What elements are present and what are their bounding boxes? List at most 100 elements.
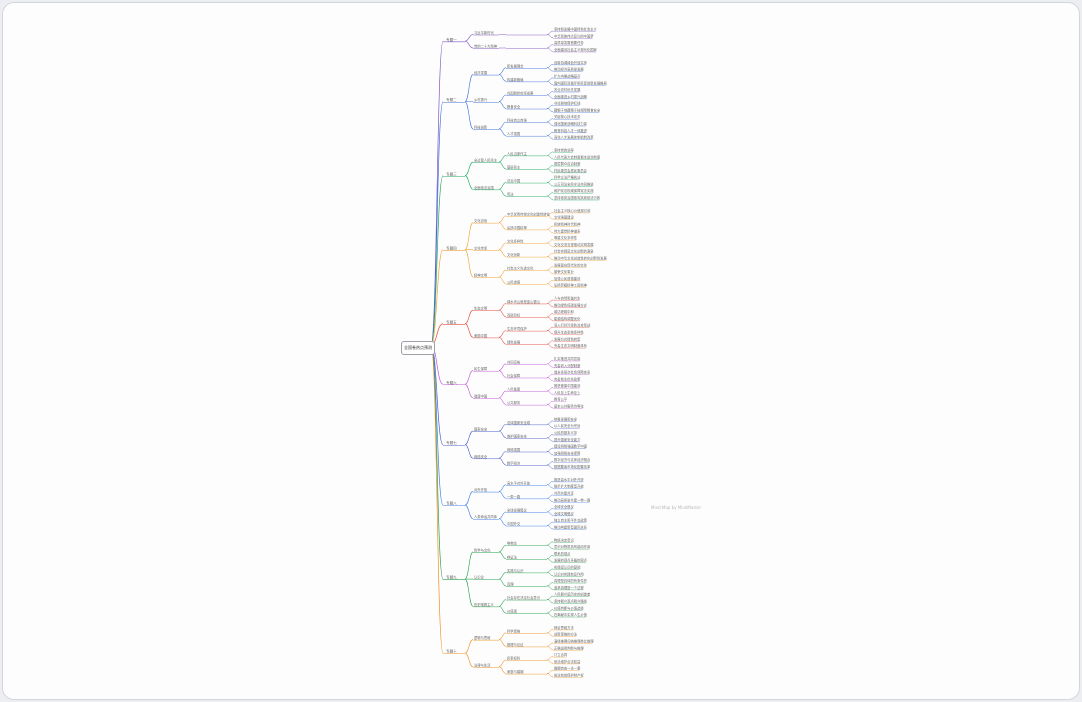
- group-node[interactable]: 科学思维: [507, 628, 521, 633]
- group-node[interactable]: 中华优秀传统文化创造性转化: [507, 211, 551, 216]
- group-node[interactable]: 实践与认识: [507, 568, 524, 573]
- leaf-node[interactable]: 深入打好污染防治攻坚战: [554, 323, 591, 328]
- leaf-node[interactable]: 依法有效保护财产权: [554, 672, 584, 677]
- group-node[interactable]: 双碳目标: [507, 313, 521, 318]
- group-node[interactable]: 家庭与婚姻: [507, 669, 524, 674]
- branch-node[interactable]: 专题七: [446, 440, 457, 445]
- group-node[interactable]: 构建新格局: [507, 77, 523, 82]
- leaf-node[interactable]: 文化交流互鉴推动文明发展: [554, 242, 594, 247]
- leaf-node[interactable]: 认识对实践有反作用: [554, 571, 584, 576]
- leaf-node[interactable]: 数据要素市场化配置改革: [554, 464, 591, 469]
- group-node[interactable]: 总体国家安全观: [507, 420, 531, 425]
- leaf-node[interactable]: 公民的基本义务: [554, 430, 578, 435]
- leaf-node[interactable]: 国内国际双循环相互促进新发展格局: [554, 80, 607, 85]
- leaf-node[interactable]: 推动构建新型国际关系: [554, 524, 588, 529]
- leaf-node[interactable]: 扩大内需战略基点: [554, 73, 581, 78]
- leaf-node[interactable]: 发展面向现代化的文化: [554, 262, 588, 267]
- topic-node[interactable]: 文化传承: [474, 245, 488, 250]
- topic-node[interactable]: 全面依法治国: [474, 185, 494, 190]
- leaf-node[interactable]: 能源结构调整优化: [554, 316, 581, 321]
- group-node[interactable]: 网络强国: [507, 447, 520, 452]
- group-node[interactable]: 中国外交: [507, 521, 521, 526]
- leaf-node[interactable]: 创新思维的方法: [554, 632, 578, 637]
- leaf-node[interactable]: 推动中华文化创造性转化创新性发展: [554, 255, 607, 260]
- group-node[interactable]: 公共服务: [507, 400, 521, 405]
- group-node[interactable]: 文化多样性: [507, 239, 524, 244]
- leaf-node[interactable]: 物质决定意识: [554, 537, 574, 542]
- topic-node[interactable]: 认识论: [474, 575, 485, 580]
- group-node[interactable]: 绿水青山就是金山银山: [507, 299, 540, 304]
- leaf-node[interactable]: 推进健康中国建设: [554, 383, 581, 388]
- branch-node[interactable]: 专题九: [446, 575, 457, 580]
- leaf-node[interactable]: 完善生态文明制度体系: [554, 343, 588, 348]
- leaf-node[interactable]: 健全多层次社会保障体系: [554, 370, 591, 375]
- group-node[interactable]: 真理: [507, 581, 514, 586]
- topic-node[interactable]: 网络安全: [474, 454, 488, 459]
- leaf-node[interactable]: 深化人才发展体制机制改革: [554, 135, 594, 140]
- leaf-node[interactable]: 人民至上生命至上: [554, 390, 581, 395]
- group-node[interactable]: 价值观: [507, 609, 518, 614]
- group-node[interactable]: 民事权利: [507, 656, 520, 661]
- leaf-node[interactable]: 守住耕地保护红线: [554, 101, 581, 106]
- leaf-node[interactable]: 发展方式绿色转型: [554, 336, 581, 341]
- group-node[interactable]: 一带一路: [507, 494, 521, 499]
- leaf-node[interactable]: 追求真理是一个过程: [554, 585, 584, 590]
- leaf-node[interactable]: 辩证思维方法: [554, 625, 574, 630]
- leaf-node[interactable]: 实践是认识的基础: [554, 565, 581, 570]
- leaf-node[interactable]: 坚持群众观点群众路线: [554, 598, 588, 603]
- topic-node[interactable]: 乡村振兴: [474, 97, 488, 102]
- leaf-node[interactable]: 尊重文化多样性: [554, 235, 578, 240]
- leaf-node[interactable]: 创新协调绿色开放共享: [554, 60, 588, 65]
- leaf-node[interactable]: 科学立法严格执法: [554, 175, 581, 180]
- group-node[interactable]: 新发展理念: [507, 63, 524, 68]
- leaf-node[interactable]: 关键核心技术攻关: [554, 114, 581, 119]
- leaf-node[interactable]: 基本公共服务均等化: [554, 404, 584, 409]
- leaf-node[interactable]: 人民群众是历史的创造者: [554, 592, 591, 597]
- leaf-node[interactable]: 碳达峰碳中和: [554, 309, 574, 314]
- leaf-node[interactable]: 全面推进乡村振兴战略: [554, 94, 588, 99]
- leaf-node[interactable]: 稳步扩大制度型开放: [554, 484, 584, 489]
- branch-node[interactable]: 专题二: [446, 97, 457, 102]
- leaf-node[interactable]: 农业农村优先发展: [554, 87, 581, 92]
- leaf-node[interactable]: 正确运用判断与推理: [554, 645, 584, 650]
- leaf-node[interactable]: 全面建设社会主义现代化国家: [554, 47, 598, 52]
- leaf-node[interactable]: 意识对物质具有能动作用: [554, 544, 590, 549]
- topic-node[interactable]: 历史唯物主义: [474, 602, 494, 607]
- group-node[interactable]: 全球发展倡议: [507, 507, 527, 512]
- leaf-node[interactable]: 以人民安全为宗旨: [554, 423, 580, 428]
- leaf-node[interactable]: 繁荣文化事业: [554, 269, 574, 274]
- leaf-node[interactable]: 公正司法全民守法共同推进: [554, 181, 594, 186]
- leaf-node[interactable]: 中华民族伟大复兴的中国梦: [554, 33, 594, 38]
- group-node[interactable]: 人民当家作主: [507, 151, 527, 156]
- group-node[interactable]: 文化创新: [507, 252, 521, 257]
- branch-node[interactable]: 专题五: [446, 319, 457, 324]
- topic-node[interactable]: 生态文明: [474, 306, 488, 311]
- leaf-node[interactable]: 人与自然和谐共生: [554, 296, 581, 301]
- leaf-node[interactable]: 联系的观点: [554, 551, 571, 556]
- topic-node[interactable]: 经济发展: [474, 70, 488, 75]
- branch-node[interactable]: 专题三: [446, 171, 457, 176]
- group-node[interactable]: 人民健康: [507, 387, 521, 392]
- leaf-node[interactable]: 民族精神时代精神: [554, 222, 581, 227]
- group-node[interactable]: 推理与论证: [507, 642, 524, 647]
- group-node[interactable]: 生态环境保护: [507, 326, 527, 331]
- branch-node[interactable]: 专题四: [446, 245, 457, 250]
- leaf-node[interactable]: 推动经济高质量发展: [554, 67, 584, 72]
- leaf-node[interactable]: 在奉献中实现人生价值: [554, 612, 588, 617]
- leaf-node[interactable]: 全球安全倡议: [554, 504, 574, 509]
- group-node[interactable]: 社会主义先进文化: [507, 266, 534, 271]
- leaf-node[interactable]: 社会实践是文化创新的源泉: [554, 249, 594, 254]
- leaf-node[interactable]: 弘扬劳模精神工匠精神: [554, 283, 588, 288]
- leaf-node[interactable]: 价值判断与价值选择: [554, 605, 584, 610]
- group-node[interactable]: 社会保障: [507, 373, 521, 378]
- leaf-node[interactable]: 提升国家安全能力: [554, 437, 580, 442]
- topic-node[interactable]: 文化自信: [474, 218, 488, 223]
- group-node[interactable]: 弘扬中国精神: [507, 225, 527, 230]
- group-node[interactable]: 数字经济: [507, 461, 521, 466]
- leaf-node[interactable]: 发展的观点矛盾的观点: [554, 558, 588, 563]
- leaf-node[interactable]: 建设网络强国数字中国: [554, 444, 587, 449]
- group-node[interactable]: 基层民主: [507, 164, 521, 169]
- leaf-node[interactable]: 完善就业优先政策: [554, 376, 581, 381]
- group-node[interactable]: 高水平对外开放: [507, 480, 531, 485]
- group-node[interactable]: 维护国家安全: [507, 433, 527, 438]
